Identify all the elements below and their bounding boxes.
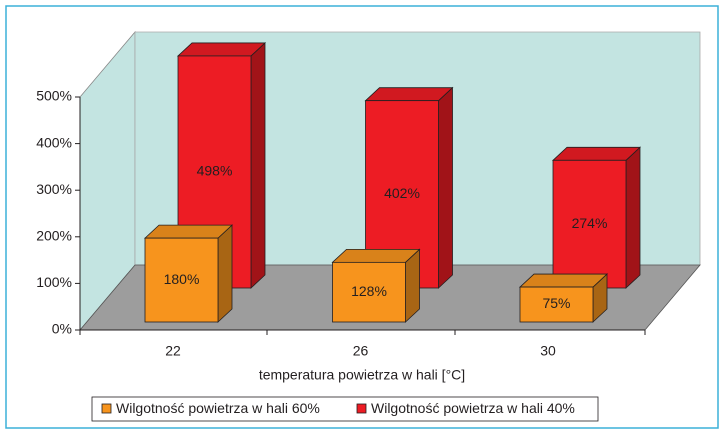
x-tick-label: 26 [353,343,369,359]
y-tick-label: 100% [36,274,72,290]
bar-top [143,224,234,239]
legend-swatch [356,403,367,414]
value-label: 128% [351,283,387,299]
x-tick-label: 30 [540,343,556,359]
bar-top [551,146,642,161]
y-tick-label: 300% [36,181,72,197]
y-tick-label: 500% [36,88,72,104]
bar [552,159,627,289]
bar-side [217,224,233,323]
x-tick-label: 22 [165,343,181,359]
value-label: 75% [542,295,570,311]
y-tick-label: 400% [36,134,72,150]
value-label: 180% [164,271,200,287]
x-axis-label: temperatura powietrza w hali [°C] [259,367,465,383]
value-label: 498% [197,163,233,179]
bar-top [331,248,421,263]
y-tick-label: 200% [36,228,72,244]
legend-label: Wilgotność powietrza w hali 40% [371,400,575,416]
value-label: 274% [572,215,608,231]
bar [144,237,219,323]
bar-top [176,42,267,57]
bar-side [438,86,453,289]
bar-top [518,273,609,288]
bar-side [625,146,641,289]
legend-label: Wilgotność powietrza w hali 60% [116,400,320,416]
y-tick-label: 0% [52,321,72,337]
bar-side [250,42,266,289]
bar [519,286,594,323]
value-label: 402% [384,185,420,201]
legend-swatch [101,403,112,414]
bar [332,261,406,323]
bar-top [364,87,454,102]
legend [91,396,599,422]
